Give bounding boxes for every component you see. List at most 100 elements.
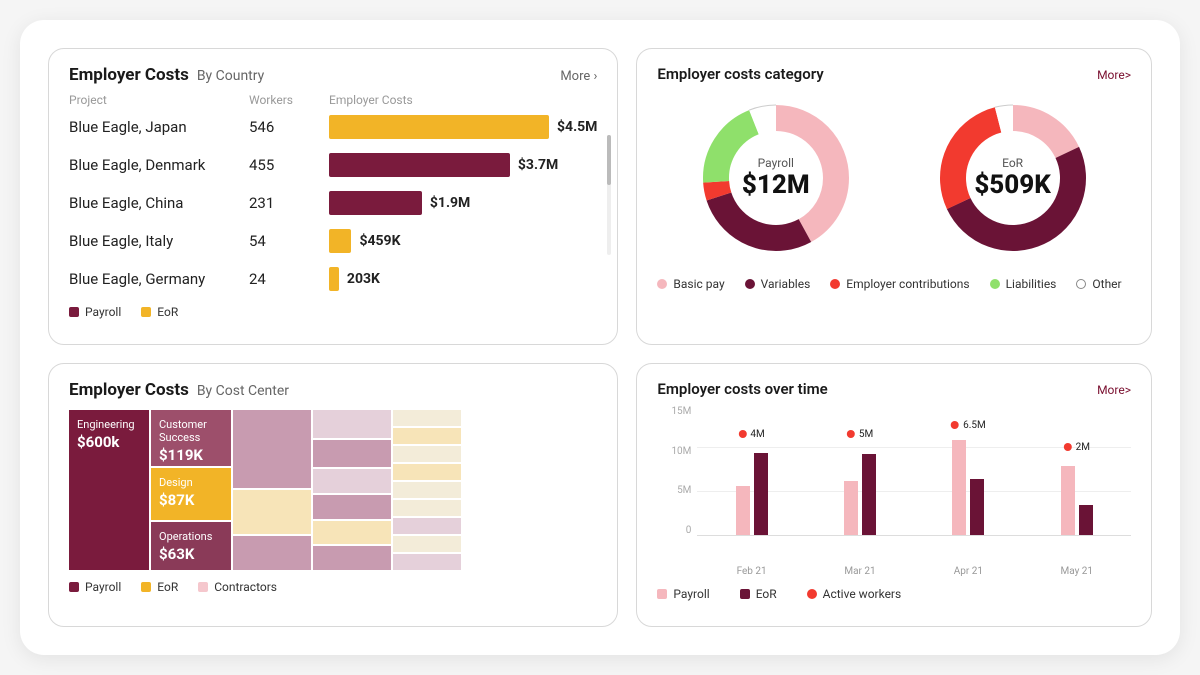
col-project: Project [69,93,249,107]
ytick: 10M [657,446,691,457]
treemap-cell-value: $600k [77,433,141,451]
marker-dot-icon [951,421,959,429]
treemap-cell[interactable] [393,500,461,516]
treemap-cell-label: Operations [159,530,223,543]
treemap-cell[interactable]: Operations$63K [151,522,231,570]
overtime-chart: 15M10M5M0 4M5M6.5M2M [657,406,1131,556]
country-name: Blue Eagle, Japan [69,118,249,136]
country-title: Employer Costs [69,65,189,85]
treemap-cell[interactable]: Customer Success$119K [151,410,231,466]
treemap-cell[interactable]: Engineering $600k [69,410,149,570]
donut: EoR$509K [928,93,1098,263]
treemap-cell[interactable] [233,410,311,488]
treemap-cell[interactable] [313,521,391,545]
payroll-bar [736,486,750,535]
x-label: Apr 21 [914,566,1022,577]
treemap-cell[interactable] [313,410,391,438]
legend-label: Active workers [823,587,902,601]
treemap-cell[interactable] [393,536,461,552]
treemap-cell[interactable] [393,482,461,498]
treemap-cell[interactable] [313,440,391,468]
card-employer-costs-category: Employer costs category More> Payroll$12… [636,48,1152,345]
country-column-headers: Project Workers Employer Costs [69,93,597,107]
legend-item: EoR [141,305,178,319]
dashboard: Employer Costs By Country More Project W… [20,20,1180,655]
overtime-more-link[interactable]: More> [1097,383,1131,397]
legend-swatch [69,582,79,592]
overtime-plot: 4M5M6.5M2M [697,406,1131,536]
country-workers: 546 [249,118,329,136]
country-name: Blue Eagle, Germany [69,270,249,288]
legend-label: Employer contributions [846,277,969,291]
country-bar-label: 203K [347,271,380,287]
country-legend: PayrollEoR [69,305,597,319]
legend-item: Active workers [807,587,902,601]
overtime-legend: Payroll EoR Active workers [657,587,1131,601]
country-bar-label: $1.9M [430,195,470,211]
treemap: Engineering$600kCustomer Success$119KDes… [69,410,597,570]
treemap-cell[interactable] [393,554,461,570]
scrollbar[interactable] [607,135,611,255]
treemap-cell[interactable] [393,446,461,462]
treemap-column [393,410,461,570]
country-row[interactable]: Blue Eagle, Germany24203K [69,267,597,291]
treemap-cell-label: Design [159,476,223,489]
legend-swatch [807,589,817,599]
legend-item: Other [1076,277,1121,291]
eor-bar [1079,505,1093,535]
legend-label: Variables [761,277,811,291]
treemap-cell[interactable] [233,536,311,570]
legend-swatch [830,279,840,289]
country-row[interactable]: Blue Eagle, Italy54$459K [69,229,597,253]
x-label: Mar 21 [806,566,914,577]
donut-value: $509K [974,170,1051,200]
treemap-cell[interactable] [233,490,311,534]
treemap-cell[interactable] [393,410,461,426]
legend-item: Variables [745,277,811,291]
treemap-cell[interactable] [393,428,461,444]
legend-label: EoR [157,305,178,319]
ytick: 15M [657,406,691,417]
legend-swatch [141,307,151,317]
donut-charts: Payroll$12M EoR$509K [657,93,1131,263]
marker-label: 6.5M [951,420,986,431]
treemap-cell[interactable] [313,546,391,570]
legend-label: Contractors [214,580,277,594]
country-bar-label: $4.5M [557,119,597,135]
treemap-cell-label: Engineering [77,418,141,431]
country-bar [329,267,339,291]
treemap-cell[interactable] [393,464,461,480]
country-workers: 54 [249,232,329,250]
country-bar [329,115,549,139]
legend-label: EoR [756,587,777,601]
treemap-cell[interactable] [393,518,461,534]
treemap-column [233,410,311,570]
bar-group [844,454,876,535]
treemap-column: Engineering $600k [69,410,149,570]
eor-bar [754,453,768,535]
card-employer-costs-country: Employer Costs By Country More Project W… [48,48,618,345]
country-row[interactable]: Blue Eagle, Japan546 $4.5M [69,115,597,139]
category-legend: Basic payVariablesEmployer contributions… [657,277,1131,291]
treemap-cell[interactable]: Design$87K [151,468,231,520]
category-more-link[interactable]: More> [1097,68,1131,82]
legend-label: Payroll [85,580,121,594]
eor-bar [862,454,876,535]
country-more-link[interactable]: More [560,69,597,84]
legend-swatch [1076,279,1086,289]
country-bar [329,229,351,253]
treemap-cell[interactable] [313,495,391,519]
bar-group [952,440,984,535]
treemap-cell[interactable] [313,469,391,493]
country-row[interactable]: Blue Eagle, Denmark455$3.7M [69,153,597,177]
legend-item: Payroll [657,587,709,601]
donut-center: Payroll$12M [691,93,861,263]
country-name: Blue Eagle, Denmark [69,156,249,174]
col-workers: Workers [249,93,329,107]
country-workers: 455 [249,156,329,174]
costcenter-subtitle: By Cost Center [197,383,289,399]
overtime-xlabels: Feb 21Mar 21Apr 21May 21 [697,566,1131,577]
country-row[interactable]: Blue Eagle, China231$1.9M [69,191,597,215]
treemap-cell-label: Customer Success [159,418,223,444]
marker-label: 4M [738,429,764,440]
